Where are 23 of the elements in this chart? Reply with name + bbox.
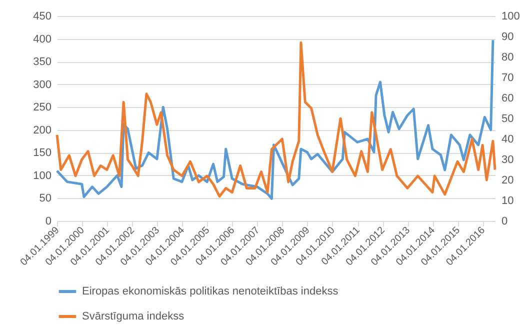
y-tick-label: 200 — [33, 124, 52, 136]
y-tick-label: 250 — [33, 102, 52, 114]
y2-tick-label: 60 — [502, 92, 514, 104]
y-tick-label: 450 — [33, 10, 52, 22]
legend-label: Svārstīguma indekss — [82, 310, 185, 322]
y2-tick-label: 30 — [502, 154, 514, 166]
y-tick-label: 50 — [39, 192, 52, 205]
y2-tick-label: 50 — [502, 113, 514, 125]
y2-tick-label: 10 — [502, 195, 514, 207]
y-tick-label: 0 — [45, 216, 52, 228]
y2-tick-label: 100 — [502, 10, 520, 22]
y2-tick-label: 20 — [502, 174, 514, 186]
y-tick-label: 150 — [33, 147, 52, 160]
y-tick-label: 300 — [33, 78, 52, 91]
y-tick-label: 350 — [33, 56, 52, 68]
legend-label: Eiropas ekonomiskās politikas nenoteiktības indekss — [82, 286, 339, 298]
y2-tick-label: 40 — [502, 134, 514, 146]
y2-tick-label: 0 — [502, 216, 508, 228]
y2-tick-label: 90 — [502, 31, 514, 43]
y-tick-label: 400 — [33, 33, 52, 46]
y2-tick-label: 80 — [502, 52, 514, 64]
y2-tick-label: 70 — [502, 72, 514, 84]
y-tick-label: 100 — [33, 170, 52, 182]
